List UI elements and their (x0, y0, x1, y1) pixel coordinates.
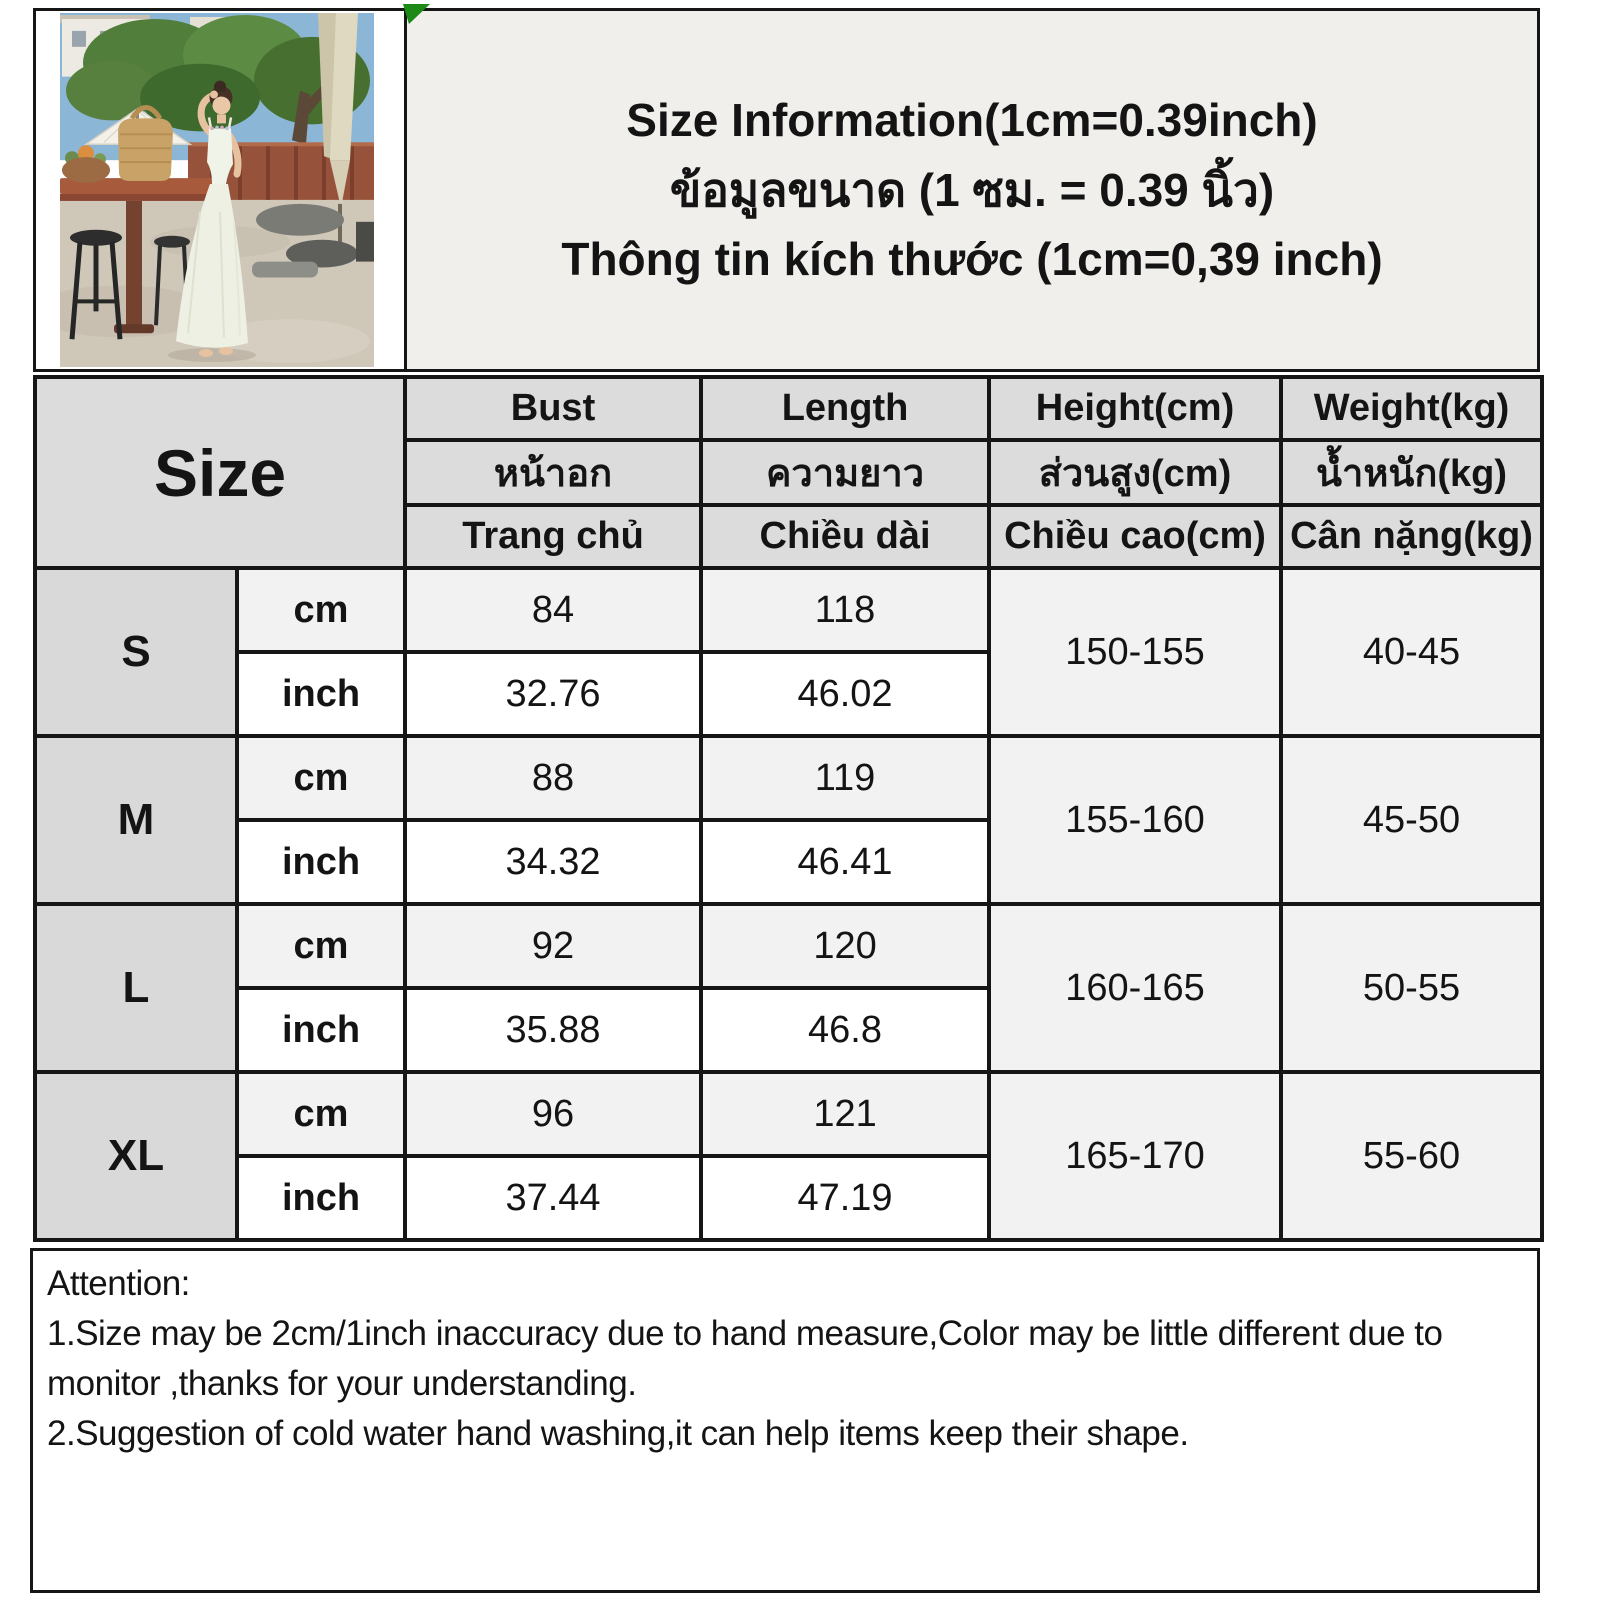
table-row-s-inch: inch 32.76 46.02 (35, 650, 1542, 738)
size-cell-m: M (33, 734, 239, 906)
size-cell-s: S (33, 566, 239, 738)
weight-range-xl: 55-60 (1279, 1070, 1545, 1242)
height-range-m: 155-160 (987, 734, 1284, 906)
unit-inch-cell: inch (234, 650, 408, 738)
bust-cm-s: 84 (403, 566, 704, 654)
header-height-en: Height(cm) (987, 375, 1284, 442)
attention-box: Attention: 1.Size may be 2cm/1inch inacc… (30, 1248, 1540, 1593)
unit-inch-cell: inch (234, 818, 408, 906)
length-cm-xl: 121 (699, 1070, 992, 1158)
header-row-en: Size Bust Length Height(cm) Weight(kg) (32, 375, 1545, 570)
attention-note-1: 1.Size may be 2cm/1inch inaccuracy due t… (47, 1314, 1443, 1403)
table-row-m-cm: M cm 88 119 155-160 45-50 (33, 734, 1545, 906)
size-info-title-box: Size Information(1cm=0.39inch) ข้อมูลขนา… (403, 4, 1540, 372)
header-height-vi: Chiều cao(cm) (987, 503, 1284, 570)
attention-note-2: 2.Suggestion of cold water hand washing,… (47, 1414, 1189, 1453)
header-bust-vi: Trang chủ (403, 503, 704, 570)
unit-cm-cell: cm (234, 1070, 408, 1158)
length-cm-l: 120 (699, 902, 992, 990)
bust-inch-xl: 37.44 (403, 1154, 704, 1242)
unit-cm-cell: cm (234, 734, 408, 822)
table-row-xl-inch: inch 37.44 47.19 (35, 1154, 1542, 1242)
header-weight-en: Weight(kg) (1279, 375, 1545, 442)
header-length-vi: Chiều dài (699, 503, 992, 570)
product-photo (60, 13, 374, 367)
bust-inch-s: 32.76 (403, 650, 704, 738)
size-cell-l: L (33, 902, 239, 1074)
unit-inch-cell: inch (234, 1154, 408, 1242)
table-row-xl-cm: XL cm 96 121 165-170 55-60 (33, 1070, 1545, 1242)
header-length-en: Length (699, 375, 992, 442)
header-weight-vi: Cân nặng(kg) (1279, 503, 1545, 570)
unit-cm-cell: cm (234, 902, 408, 990)
length-inch-m: 46.41 (699, 818, 992, 906)
length-inch-xl: 47.19 (699, 1154, 992, 1242)
top-section: Size Information(1cm=0.39inch) ข้อมูลขนา… (33, 4, 1540, 372)
bust-cm-m: 88 (403, 734, 704, 822)
unit-cm-cell: cm (234, 566, 408, 654)
unit-inch-cell: inch (234, 986, 408, 1074)
title-english: Size Information(1cm=0.39inch) (626, 93, 1318, 146)
height-range-l: 160-165 (987, 902, 1284, 1074)
weight-range-m: 45-50 (1279, 734, 1545, 906)
weight-range-l: 50-55 (1279, 902, 1545, 1074)
length-inch-l: 46.8 (699, 986, 992, 1074)
bust-inch-m: 34.32 (403, 818, 704, 906)
header-row-th: หน้าอก ความยาว ส่วนสูง(cm) น้ำหนัก(kg) (35, 438, 1545, 507)
length-cm-m: 119 (699, 734, 992, 822)
bust-cm-xl: 96 (403, 1070, 704, 1158)
attention-heading: Attention: (47, 1264, 190, 1303)
header-bust-en: Bust (403, 375, 704, 442)
table-row-m-inch: inch 34.32 46.41 (35, 818, 1542, 906)
length-cm-s: 118 (699, 566, 992, 654)
title-vietnamese: Thông tin kích thước (1cm=0,39 inch) (561, 233, 1383, 286)
height-range-s: 150-155 (987, 566, 1284, 738)
header-row-vi: Trang chủ Chiều dài Chiều cao(cm) Cân nặ… (35, 503, 1545, 570)
table-row-s-cm: S cm 84 118 150-155 40-45 (33, 566, 1545, 738)
bust-cm-l: 92 (403, 902, 704, 990)
table-row-l-inch: inch 35.88 46.8 (35, 986, 1542, 1074)
table-row-l-cm: L cm 92 120 160-165 50-55 (33, 902, 1545, 1074)
bust-inch-l: 35.88 (403, 986, 704, 1074)
size-table: Size Bust Length Height(cm) Weight(kg) ห… (32, 375, 1545, 1242)
weight-range-s: 40-45 (1279, 566, 1545, 738)
model-photo-illustration (60, 13, 374, 367)
header-height-th: ส่วนสูง(cm) (987, 438, 1284, 507)
title-thai: ข้อมูลขนาด (1 ซม. = 0.39 นิ้ว) (669, 163, 1275, 216)
header-bust-th: หน้าอก (403, 438, 704, 507)
header-length-th: ความยาว (699, 438, 992, 507)
green-corner-marker (403, 4, 430, 24)
height-range-xl: 165-170 (987, 1070, 1284, 1242)
size-cell-xl: XL (33, 1070, 239, 1242)
length-inch-s: 46.02 (699, 650, 992, 738)
size-corner-header: Size (32, 375, 408, 570)
header-weight-th: น้ำหนัก(kg) (1279, 438, 1545, 507)
